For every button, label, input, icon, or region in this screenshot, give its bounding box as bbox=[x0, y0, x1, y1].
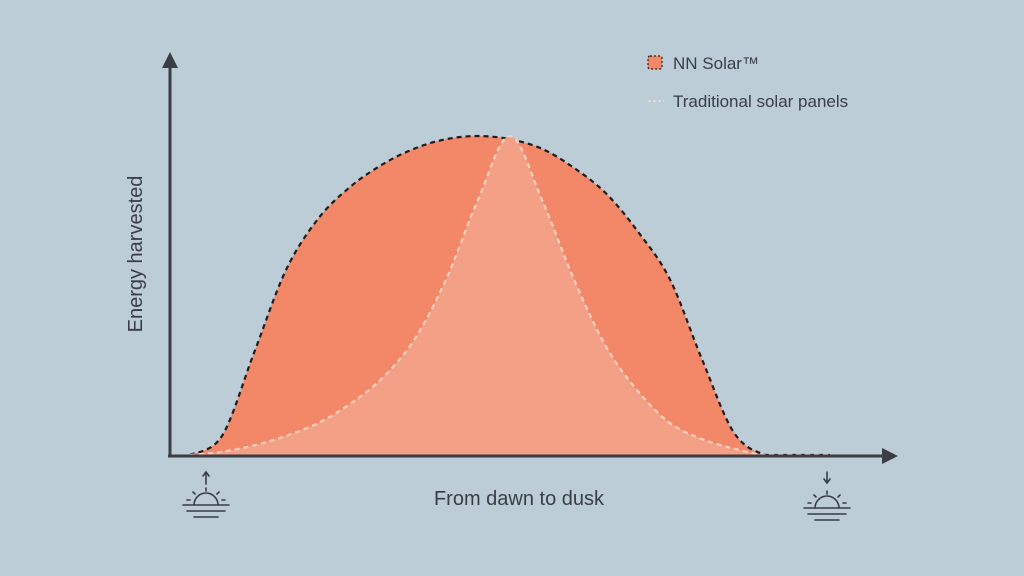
axes bbox=[162, 52, 898, 464]
sunrise-icon bbox=[182, 470, 230, 518]
x-axis-arrow-icon bbox=[882, 448, 898, 464]
y-axis-arrow-icon bbox=[162, 52, 178, 68]
sunset-icon bbox=[803, 471, 851, 521]
x-axis-label: From dawn to dusk bbox=[434, 488, 605, 510]
series-line-nn-solar bbox=[189, 134, 830, 457]
legend-swatch-nn-solar bbox=[647, 55, 663, 70]
legend: NN Solar™ Traditional solar panels bbox=[647, 54, 848, 111]
legend-label-nn-solar: NN Solar™ bbox=[673, 54, 759, 73]
series-areas bbox=[189, 134, 830, 457]
series-line-traditional bbox=[189, 134, 830, 457]
legend-label-traditional: Traditional solar panels bbox=[673, 92, 848, 111]
y-axis-label: Energy harvested bbox=[125, 176, 147, 333]
series-area-traditional bbox=[190, 136, 830, 455]
